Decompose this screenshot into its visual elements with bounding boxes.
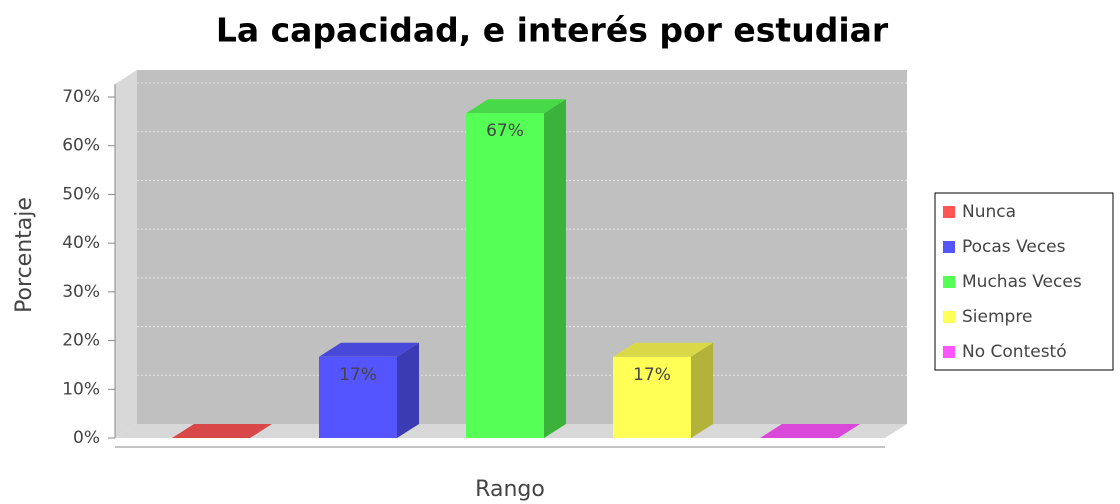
side-wall [115,70,137,438]
y-tick-label: 70% [62,87,100,107]
legend-swatch [943,346,955,358]
y-tick-label: 10% [62,379,100,399]
legend-label: No Contestó [962,342,1067,362]
bar [760,424,860,438]
y-tick-label: 0% [73,428,100,448]
bar-top [466,99,566,114]
bar [319,342,419,438]
data-label: 17% [633,365,671,385]
legend-label: Muchas Veces [962,272,1082,292]
data-label: 67% [486,121,524,141]
bar-top [172,424,272,438]
bar [466,99,566,438]
bar-front [613,356,691,438]
bar-top [613,342,713,357]
y-axis-label: Porcentaje [12,197,37,313]
bar-side [397,342,419,438]
bar [613,342,713,438]
legend-swatch [943,311,955,323]
x-axis-label: Rango [475,477,545,502]
y-tick-label: 40% [62,233,100,253]
bar-front [466,113,544,438]
bar-side [544,99,566,438]
legend-swatch [943,241,955,253]
legend-label: Siempre [962,307,1032,327]
legend [934,192,1114,371]
y-tick-label: 30% [62,282,100,302]
legend-swatch [943,276,955,288]
bar-top [760,424,860,438]
legend-label: Pocas Veces [962,237,1066,257]
y-tick-label: 60% [62,136,100,156]
data-label: 17% [339,365,377,385]
y-tick-label: 50% [62,184,100,204]
legend-swatch [943,206,955,218]
chart-title: La capacidad, e interés por estudiar [216,11,889,50]
bar [172,424,272,438]
bar-front [319,356,397,438]
bar-side [691,342,713,438]
bar-top [319,342,419,357]
legend-label: Nunca [962,202,1016,222]
y-tick-label: 20% [62,331,100,351]
